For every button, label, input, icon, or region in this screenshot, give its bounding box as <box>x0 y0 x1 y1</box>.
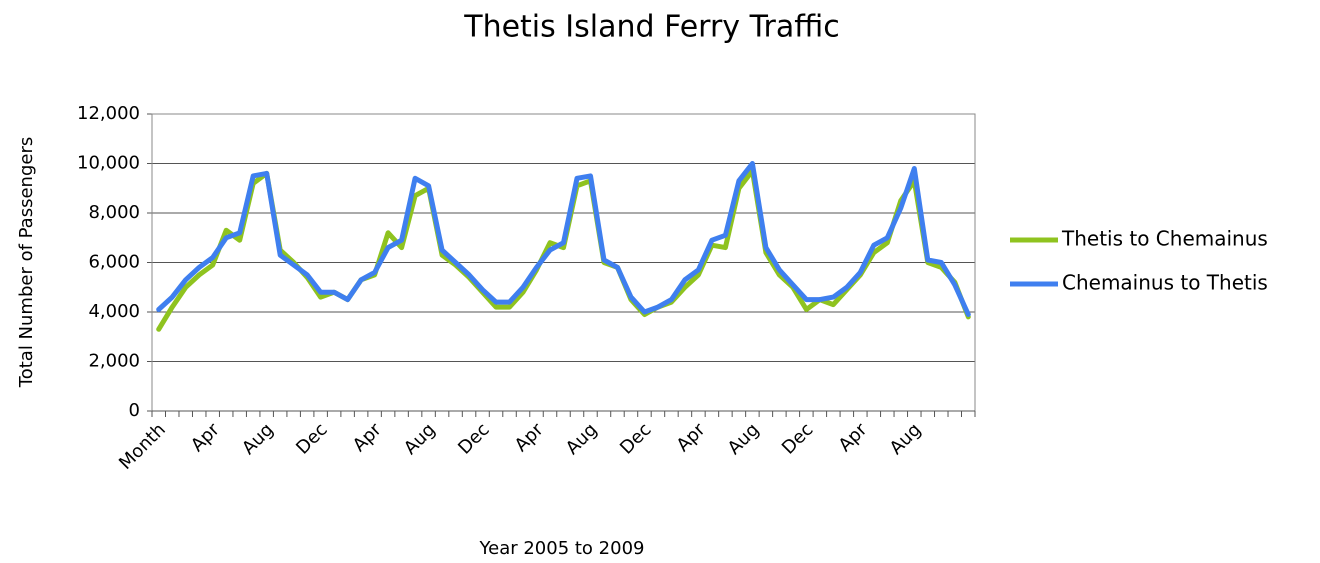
x-tick-label: Aug <box>238 419 278 459</box>
x-tick-label: Apr <box>673 419 710 456</box>
series-line <box>156 161 971 317</box>
legend-label: Chemainus to Thetis <box>1062 271 1268 295</box>
y-tick-label: 12,000 <box>77 103 140 124</box>
x-axis-title: Year 2005 to 2009 <box>479 538 645 559</box>
x-tick-label: Apr <box>349 419 386 456</box>
x-tick-label: Aug <box>562 419 602 459</box>
x-tick-label: Apr <box>187 419 224 456</box>
x-tick-label: Dec <box>616 419 655 458</box>
x-tick-label: Aug <box>724 419 764 459</box>
x-tick-label: Dec <box>778 419 817 458</box>
y-tick-label: 6,000 <box>88 252 140 273</box>
y-axis-title: Total Number of Passengers <box>16 137 37 388</box>
x-tick-label: Aug <box>400 419 440 459</box>
x-tick-label: Aug <box>886 419 926 459</box>
y-tick-label: 8,000 <box>88 202 140 223</box>
x-tick-label: Dec <box>454 419 493 458</box>
y-tick-label: 10,000 <box>77 153 140 174</box>
legend-label: Thetis to Chemainus <box>1061 227 1268 251</box>
x-tick-label: Month <box>115 419 170 474</box>
y-tick-label: 2,000 <box>88 351 140 372</box>
x-tick-label: Dec <box>292 419 331 458</box>
chart-title: Thetis Island Ferry Traffic <box>463 10 839 45</box>
y-tick-label: 0 <box>129 400 140 421</box>
x-tick-label: Apr <box>511 419 548 456</box>
x-tick-label: Apr <box>835 419 872 456</box>
y-tick-label: 4,000 <box>88 301 140 322</box>
